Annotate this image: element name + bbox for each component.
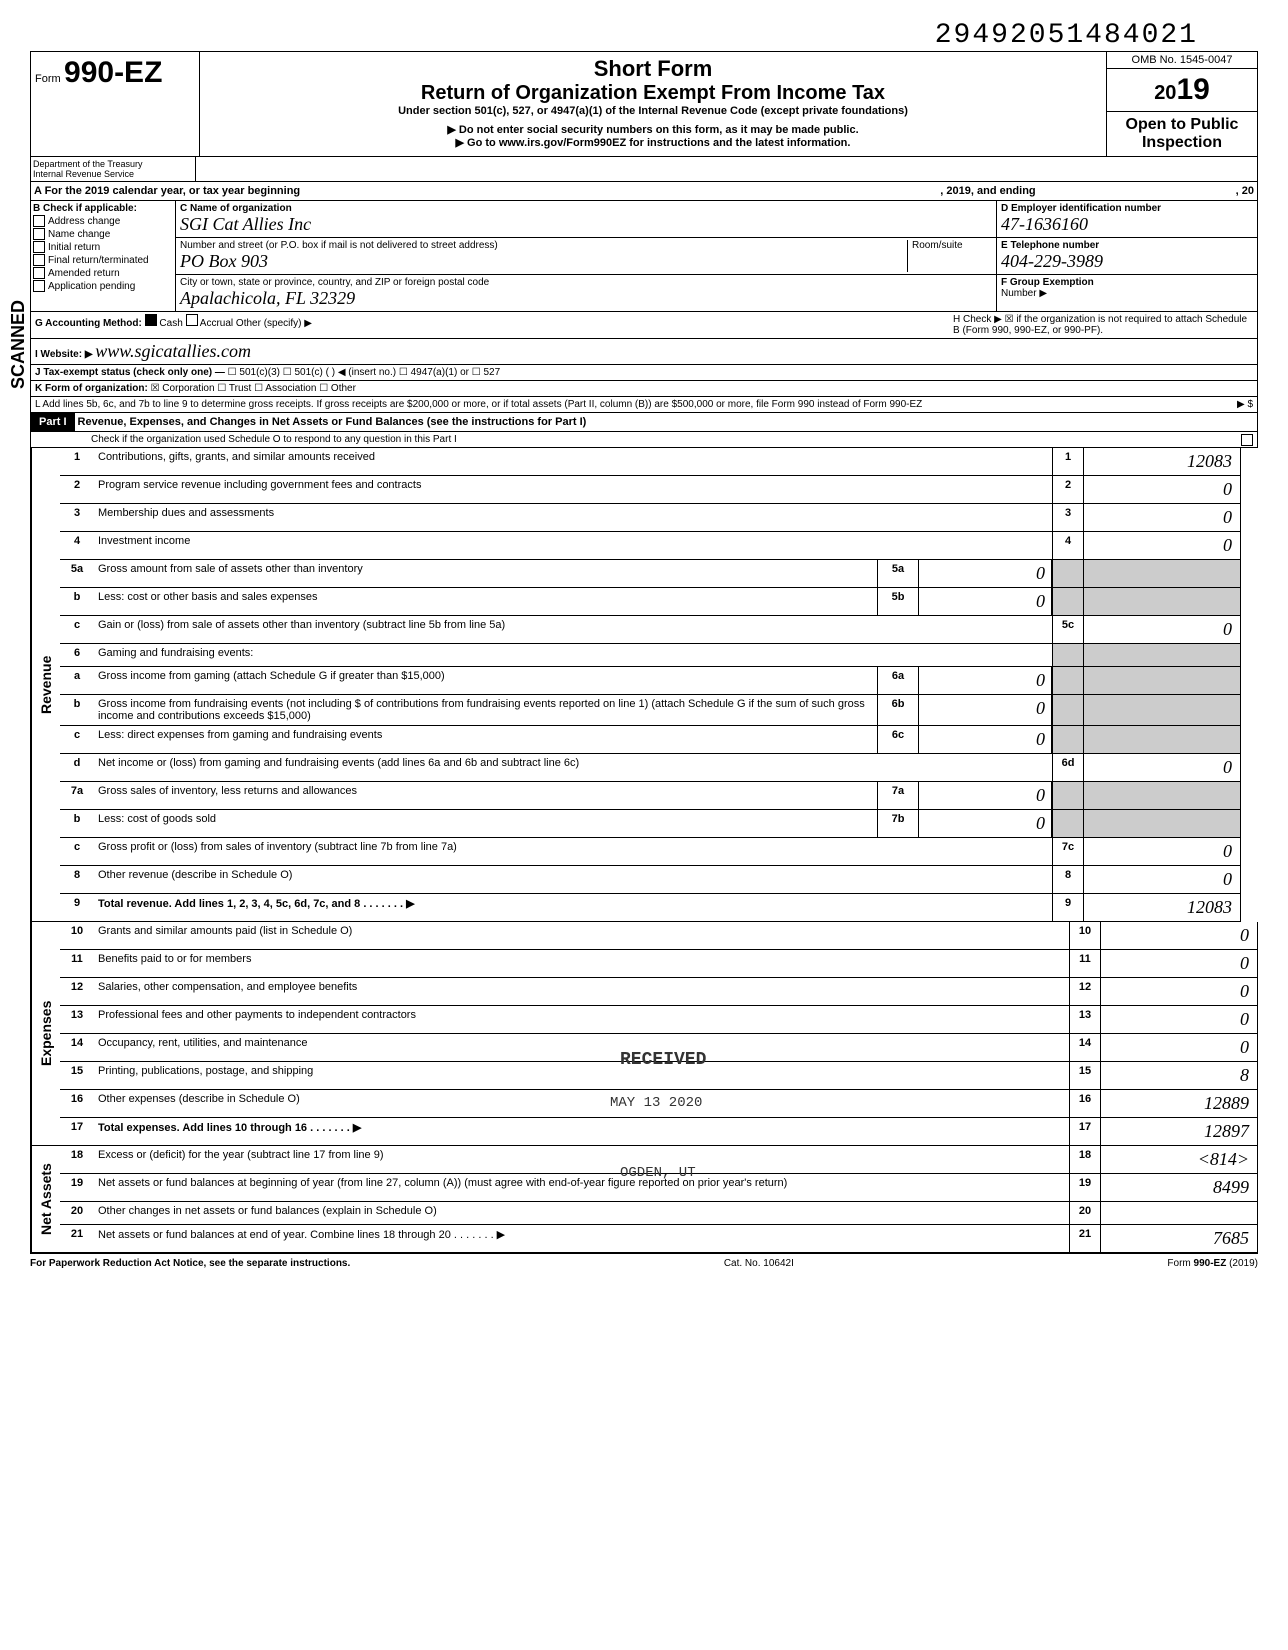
open-public: Open to Public [1111,116,1253,134]
form-subtitle: Under section 501(c), 527, or 4947(a)(1)… [204,105,1102,117]
inspection: Inspection [1111,134,1253,152]
form-number: 990-EZ [64,56,162,89]
checkbox-item: Initial return [33,241,173,253]
city-val: Apalachicola, FL 32329 [180,288,355,308]
line-h: H Check ▶ ☒ if the organization is not r… [953,314,1253,336]
line-l: L Add lines 5b, 6c, and 7b to line 9 to … [35,399,922,410]
form-line: 21Net assets or fund balances at end of … [60,1225,1257,1252]
form-title: Return of Organization Exempt From Incom… [204,82,1102,105]
city-label: City or town, state or province, country… [180,277,489,288]
checkbox-item: Application pending [33,280,173,292]
form-line: 1Contributions, gifts, grants, and simil… [60,448,1240,476]
form-line: 9Total revenue. Add lines 1, 2, 3, 4, 5c… [60,894,1240,921]
line-j-opts: ☐ 501(c)(3) ☐ 501(c) ( ) ◀ (insert no.) … [228,367,501,378]
ein-val: 47-1636160 [1001,214,1088,234]
form-line: aGross income from gaming (attach Schedu… [60,667,1240,695]
line-g-label: G Accounting Method: [35,318,142,329]
scanned-stamp: SCANNED [8,300,29,389]
checkbox-item: Name change [33,228,173,240]
form-line: 8Other revenue (describe in Schedule O)8… [60,866,1240,894]
form-line: 6Gaming and fundraising events: [60,644,1240,667]
dept-treasury: Department of the Treasury [33,159,193,169]
form-line: 4Investment income40 [60,532,1240,560]
revenue-side: Revenue [31,448,60,921]
form-line: bLess: cost or other basis and sales exp… [60,588,1240,616]
footer-left: For Paperwork Reduction Act Notice, see … [30,1258,350,1269]
omb-number: OMB No. 1545-0047 [1107,52,1257,69]
footer-mid: Cat. No. 10642I [724,1258,794,1269]
part1-label: Part I [31,413,75,431]
form-line: 12Salaries, other compensation, and empl… [60,978,1257,1006]
org-name: SGI Cat Allies Inc [180,214,311,234]
expenses-side: Expenses [31,922,60,1145]
group-label: F Group Exemption [1001,277,1094,288]
form-prefix: Form [35,73,61,85]
line-a-end: , 20 [1236,185,1254,197]
form-line: 3Membership dues and assessments30 [60,504,1240,532]
street-label: Number and street (or P.O. box if mail i… [180,240,498,251]
form-line: 11Benefits paid to or for members110 [60,950,1257,978]
part1-check: Check if the organization used Schedule … [91,434,457,445]
line-l-arrow: ▶ $ [1237,399,1253,410]
col-b-label: B Check if applicable: [33,203,173,214]
ssn-warning: ▶ Do not enter social security numbers o… [204,123,1102,136]
form-line: 10Grants and similar amounts paid (list … [60,922,1257,950]
checkbox-item: Final return/terminated [33,254,173,266]
header: Form 990-EZ Short Form Return of Organiz… [30,51,1258,157]
form-line: 5aGross amount from sale of assets other… [60,560,1240,588]
goto-instructions: ▶ Go to www.irs.gov/Form990EZ for instru… [204,136,1102,149]
line-a-label: A For the 2019 calendar year, or tax yea… [34,185,300,197]
other-opt: Other (specify) ▶ [236,318,312,329]
checkbox-item: Address change [33,215,173,227]
line-j-label: J Tax-exempt status (check only one) — [35,367,225,378]
form-line: bLess: cost of goods sold7b0 [60,810,1240,838]
line-i-label: I Website: ▶ [35,349,93,360]
netassets-side: Net Assets [31,1146,60,1252]
form-line: cLess: direct expenses from gaming and f… [60,726,1240,754]
ogden-stamp: OGDEN, UT [620,1165,696,1181]
footer-right: Form 990-EZ (2019) [1167,1258,1258,1269]
line-k-label: K Form of organization: [35,383,148,394]
checkbox-item: Amended return [33,267,173,279]
ein-label: D Employer identification number [1001,203,1161,214]
form-line: 2Program service revenue including gover… [60,476,1240,504]
group-num: Number ▶ [1001,288,1047,299]
room-label: Room/suite [912,240,963,251]
phone-label: E Telephone number [1001,240,1099,251]
name-label: C Name of organization [180,203,292,214]
form-line: 17Total expenses. Add lines 10 through 1… [60,1118,1257,1145]
short-form-label: Short Form [204,56,1102,82]
line-a-mid: , 2019, and ending [940,185,1035,197]
street-val: PO Box 903 [180,251,268,271]
received-stamp: RECEIVED [620,1050,706,1070]
cash-opt: Cash [159,318,182,329]
form-line: cGross profit or (loss) from sales of in… [60,838,1240,866]
phone-val: 404-229-3989 [1001,251,1103,271]
received-date: MAY 13 2020 [610,1095,702,1111]
line-k-opts: ☒ Corporation ☐ Trust ☐ Association ☐ Ot… [151,383,356,394]
form-line: 20Other changes in net assets or fund ba… [60,1202,1257,1225]
website-val: www.sgicatallies.com [95,341,251,361]
form-line: bGross income from fundraising events (n… [60,695,1240,726]
form-line: dNet income or (loss) from gaming and fu… [60,754,1240,782]
part1-title: Revenue, Expenses, and Changes in Net As… [75,413,1257,431]
form-line: cGain or (loss) from sale of assets othe… [60,616,1240,644]
accrual-opt: Accrual [200,318,233,329]
form-line: 13Professional fees and other payments t… [60,1006,1257,1034]
form-line: 7aGross sales of inventory, less returns… [60,782,1240,810]
irs: Internal Revenue Service [33,169,193,179]
document-number: 29492051484021 [30,20,1198,51]
